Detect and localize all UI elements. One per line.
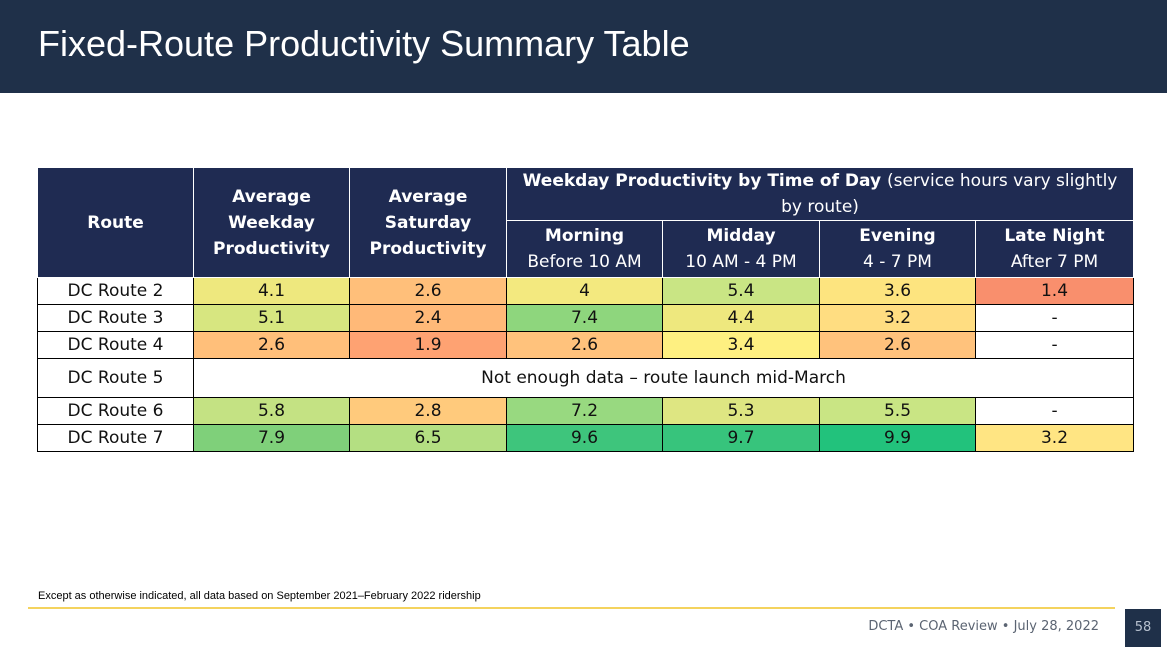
table-row: DC Route 3 5.1 2.4 7.4 4.4 3.2 - [37,304,1135,332]
table-row-note: DC Route 5 Not enough data – route launc… [37,358,1135,398]
header-avg-saturday: Average Saturday Productivity [349,167,507,278]
header-evening-sub: 4 - 7 PM [863,252,932,272]
cell-value: 7.4 [506,304,663,332]
cell-value: 5.3 [662,397,820,425]
header-midday-label: Midday [706,226,776,246]
cell-value: 4 [506,277,663,305]
header-morning-sub: Before 10 AM [527,252,642,272]
header-late-sub: After 7 PM [1010,252,1099,272]
table-row: DC Route 4 2.6 1.9 2.6 3.4 2.6 - [37,331,1135,359]
productivity-table: Route Average Weekday Productivity Avera… [37,167,1135,452]
cell-value: 6.5 [349,424,507,452]
cell-value: 2.6 [193,331,350,359]
header-evening: Evening 4 - 7 PM [819,220,976,278]
cell-value: 5.5 [819,397,976,425]
header-time-of-day-group: Weekday Productivity by Time of Day (ser… [505,167,1135,221]
footer-presentation-info: DCTA • COA Review • July 28, 2022 [868,619,1099,634]
cell-value: 4.4 [662,304,820,332]
header-evening-label: Evening [859,226,936,246]
data-source-footnote: Except as otherwise indicated, all data … [38,590,481,602]
cell-value: 3.2 [974,424,1135,452]
table-row: DC Route 6 5.8 2.8 7.2 5.3 5.5 - [37,397,1135,425]
cell-value: 1.4 [974,277,1135,305]
cell-value: - [974,304,1135,332]
cell-value: 2.6 [819,331,976,359]
page-title: Fixed-Route Productivity Summary Table [38,23,690,64]
cell-value: 7.2 [506,397,663,425]
header-late-label: Late Night [1004,226,1105,246]
route-name: DC Route 5 [37,358,194,398]
no-data-note: Not enough data – route launch mid-March [192,358,1135,398]
header-midday: Midday 10 AM - 4 PM [662,220,820,278]
page-number: 58 [1125,609,1161,647]
cell-value: 1.9 [349,331,507,359]
cell-value: 5.8 [193,397,350,425]
cell-value: 3.6 [819,277,976,305]
table-row: DC Route 7 7.9 6.5 9.6 9.7 9.9 3.2 [37,424,1135,452]
cell-value: 4.1 [193,277,350,305]
footer-divider [28,607,1115,609]
route-name: DC Route 3 [37,304,194,332]
cell-value: - [974,397,1135,425]
cell-value: 3.2 [819,304,976,332]
cell-value: 9.7 [662,424,820,452]
cell-value: 2.6 [349,277,507,305]
cell-value: 3.4 [662,331,820,359]
header-morning-label: Morning [544,226,625,246]
cell-value: 2.6 [506,331,663,359]
cell-value: 9.6 [506,424,663,452]
header-route: Route [37,167,194,278]
route-name: DC Route 6 [37,397,194,425]
header-group-bold: Weekday Productivity by Time of Day [522,171,882,191]
header-group-note: (service hours vary slightly by route) [781,171,1118,217]
table-row: DC Route 2 4.1 2.6 4 5.4 3.6 1.4 [37,277,1135,305]
header-morning: Morning Before 10 AM [506,220,663,278]
header-late-night: Late Night After 7 PM [974,220,1135,278]
route-name: DC Route 2 [37,277,194,305]
cell-value: 9.9 [819,424,976,452]
header-midday-sub: 10 AM - 4 PM [685,252,797,272]
route-name: DC Route 7 [37,424,194,452]
cell-value: 5.1 [193,304,350,332]
cell-value: 2.4 [349,304,507,332]
title-bar: Fixed-Route Productivity Summary Table [0,0,1167,93]
cell-value: - [974,331,1135,359]
cell-value: 7.9 [193,424,350,452]
header-avg-weekday: Average Weekday Productivity [193,167,350,278]
cell-value: 2.8 [349,397,507,425]
route-name: DC Route 4 [37,331,194,359]
cell-value: 5.4 [662,277,820,305]
